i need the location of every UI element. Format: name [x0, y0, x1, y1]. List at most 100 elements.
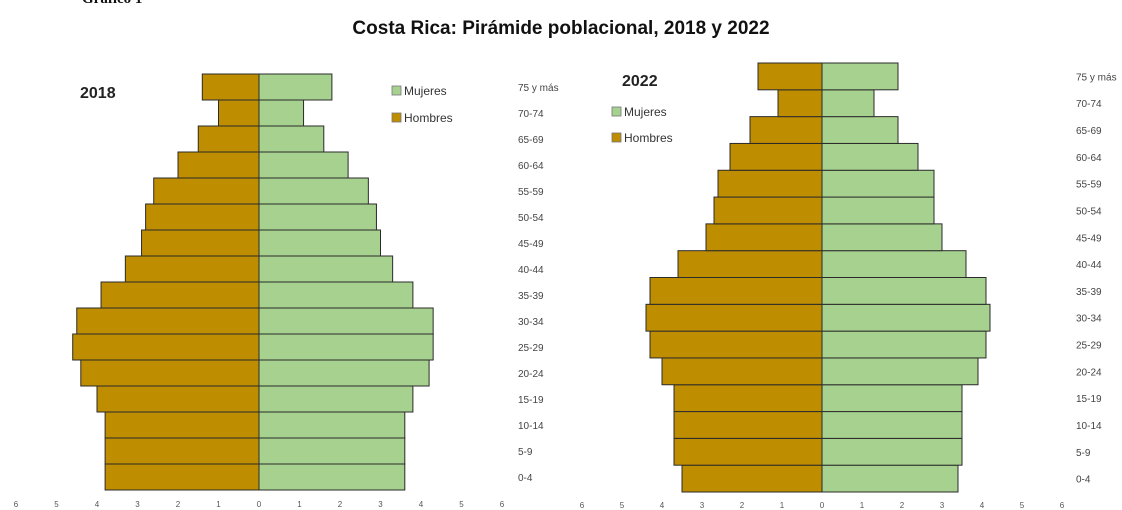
age-group-label: 20-24: [518, 369, 544, 380]
x-tick-label: 2: [338, 500, 343, 509]
bar-mujeres-60-64: [821, 142, 919, 171]
x-tick-label: 5: [1020, 501, 1025, 510]
x-tick-label: 3: [700, 501, 705, 510]
bar-hombres-40-44: [677, 250, 823, 278]
figure-number-label: Gráfico 1: [82, 0, 142, 8]
age-group-label: 50-54: [518, 213, 544, 224]
bar-mujeres-20-24: [821, 357, 979, 386]
bar-mujeres-40-44: [821, 250, 967, 278]
legend-swatch: [391, 112, 402, 123]
bar-mujeres-75 y más: [258, 73, 333, 101]
bar-hombres-45-49: [705, 223, 823, 252]
bar-mujeres-5-9: [821, 437, 963, 466]
x-tick-label: 5: [620, 501, 625, 510]
x-tick-label: 3: [940, 501, 945, 510]
age-group-label: 20-24: [1076, 367, 1102, 378]
bar-hombres-60-64: [729, 142, 823, 171]
legend-label: Mujeres: [404, 84, 447, 98]
bar-mujeres-25-29: [258, 333, 434, 361]
age-group-label: 45-49: [518, 239, 544, 250]
age-group-label: 0-4: [518, 473, 533, 484]
bar-hombres-60-64: [177, 151, 260, 179]
bar-mujeres-30-34: [258, 307, 434, 335]
bar-mujeres-0-4: [821, 464, 959, 493]
x-tick-label: 6: [1060, 501, 1065, 510]
bar-mujeres-65-69: [258, 125, 325, 153]
legend-label: Mujeres: [624, 105, 667, 119]
bar-hombres-75 y más: [757, 62, 823, 91]
age-group-label: 25-29: [518, 343, 544, 354]
x-tick-label: 2: [740, 501, 745, 510]
age-group-label: 30-34: [1076, 314, 1102, 325]
pyramid-2022: 0-4 5-9 10-14 15-19 20-24 25-29 30-34 35-39 40-4…: [580, 62, 1117, 510]
bar-mujeres-40-44: [258, 255, 394, 283]
age-group-label: 70-74: [1076, 99, 1102, 110]
bar-hombres-35-39: [100, 281, 260, 309]
x-tick-label: 1: [297, 500, 302, 509]
age-group-label: 35-39: [518, 291, 544, 302]
bar-mujeres-70-74: [258, 99, 305, 127]
bar-mujeres-0-4: [258, 463, 406, 491]
bar-mujeres-20-24: [258, 359, 430, 387]
figure-title: Costa Rica: Pirámide poblacional, 2018 y…: [352, 18, 770, 39]
bar-hombres-55-59: [717, 169, 823, 198]
x-tick-label: 5: [54, 500, 59, 509]
bar-mujeres-35-39: [821, 277, 987, 305]
bar-hombres-20-24: [80, 359, 260, 387]
age-group-label: 30-34: [518, 317, 544, 328]
legend-label: Hombres: [624, 131, 673, 145]
x-tick-label: 1: [216, 500, 221, 509]
bar-mujeres-30-34: [821, 303, 991, 332]
x-tick-label: 3: [135, 500, 140, 509]
bar-mujeres-10-14: [821, 411, 963, 439]
age-group-label: 5-9: [1076, 448, 1091, 459]
bar-mujeres-35-39: [258, 281, 414, 309]
age-group-label: 25-29: [1076, 341, 1102, 352]
age-group-label: 55-59: [518, 187, 544, 198]
bar-hombres-15-19: [96, 385, 260, 413]
bar-mujeres-55-59: [821, 169, 935, 198]
age-group-label: 50-54: [1076, 206, 1102, 217]
bar-hombres-0-4: [681, 464, 823, 493]
legend-swatch: [611, 106, 622, 117]
bar-hombres-70-74: [218, 99, 260, 127]
bar-mujeres-65-69: [821, 116, 899, 144]
panel-title: 2022: [622, 73, 658, 90]
x-tick-label: 4: [419, 500, 424, 509]
bar-mujeres-25-29: [821, 330, 987, 359]
age-group-label: 75 y más: [1076, 72, 1117, 83]
bar-hombres-10-14: [104, 411, 260, 439]
age-group-label: 15-19: [1076, 394, 1102, 405]
legend-swatch: [611, 132, 622, 143]
age-group-label: 15-19: [518, 395, 544, 406]
age-group-label: 10-14: [1076, 421, 1102, 432]
age-group-label: 65-69: [518, 135, 544, 146]
bar-mujeres-50-54: [258, 203, 377, 231]
bar-mujeres-50-54: [821, 196, 935, 225]
bar-hombres-65-69: [197, 125, 260, 153]
bar-mujeres-45-49: [821, 223, 943, 252]
x-tick-label: 1: [860, 501, 865, 510]
bar-hombres-50-54: [145, 203, 260, 231]
bar-hombres-15-19: [673, 384, 823, 413]
x-tick-label: 3: [378, 500, 383, 509]
age-group-label: 35-39: [1076, 287, 1102, 298]
bar-mujeres-60-64: [258, 151, 349, 179]
age-group-label: 70-74: [518, 109, 544, 120]
panel-title: 2018: [80, 85, 116, 102]
bar-mujeres-10-14: [258, 411, 406, 439]
bar-hombres-40-44: [124, 255, 260, 283]
age-group-label: 0-4: [1076, 475, 1091, 486]
bar-hombres-5-9: [104, 437, 260, 465]
age-group-label: 45-49: [1076, 233, 1102, 244]
bar-hombres-30-34: [76, 307, 260, 335]
age-group-label: 55-59: [1076, 180, 1102, 191]
bar-mujeres-55-59: [258, 177, 369, 205]
x-tick-label: 0: [257, 500, 262, 509]
bar-mujeres-45-49: [258, 229, 381, 257]
bar-hombres-70-74: [777, 89, 823, 118]
x-tick-label: 5: [459, 500, 464, 509]
bar-mujeres-15-19: [821, 384, 963, 413]
legend-label: Hombres: [404, 111, 453, 125]
x-tick-label: 2: [176, 500, 181, 509]
